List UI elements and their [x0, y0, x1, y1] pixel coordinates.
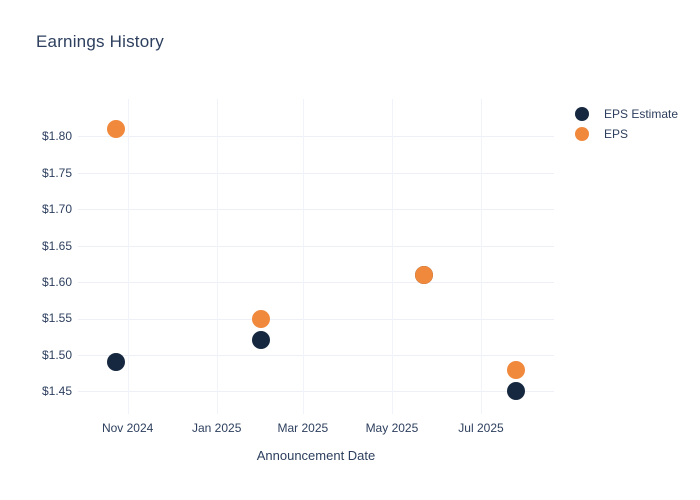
x-tick-label: Mar 2025 [277, 421, 329, 435]
h-gridline [78, 172, 554, 174]
v-gridline [127, 99, 129, 414]
data-point-eps-estimate[interactable] [507, 382, 525, 401]
h-gridline [78, 391, 554, 393]
y-tick-label: $1.75 [41, 165, 72, 180]
data-point-eps-estimate[interactable] [251, 331, 270, 350]
x-tick-label: May 2025 [365, 421, 419, 435]
y-tick-label: $1.60 [41, 275, 72, 290]
legend-item-eps[interactable]: EPS [575, 124, 678, 144]
x-tick-label: Jul 2025 [458, 421, 504, 435]
h-gridline [78, 354, 554, 356]
h-gridline [78, 136, 554, 138]
h-gridline [78, 209, 554, 211]
legend-marker-icon [575, 127, 589, 141]
x-tick-label: Jan 2025 [192, 421, 242, 435]
y-tick-label: $1.70 [41, 202, 72, 217]
x-tick-label: Nov 2024 [101, 421, 154, 435]
x-axis-title: Announcement Date [256, 448, 376, 463]
data-point-eps[interactable] [507, 360, 525, 379]
h-gridline [78, 245, 554, 247]
legend: EPS Estimate EPS [575, 104, 678, 144]
h-gridline [78, 318, 554, 320]
legend-marker-icon [575, 107, 589, 121]
y-tick-label: $1.50 [41, 347, 72, 362]
legend-item-eps-estimate[interactable]: EPS Estimate [575, 104, 678, 124]
chart-title: Earnings History [36, 32, 164, 51]
y-tick-label: $1.65 [41, 238, 72, 253]
data-point-eps[interactable] [251, 309, 270, 328]
y-tick-label: $1.55 [41, 311, 72, 326]
h-gridline [78, 282, 554, 283]
v-gridline [391, 99, 393, 414]
data-point-eps[interactable] [107, 119, 125, 138]
legend-label: EPS [604, 127, 629, 141]
v-gridline [216, 99, 218, 414]
data-point-eps[interactable] [415, 265, 433, 284]
y-tick-label: $1.45 [41, 384, 72, 399]
v-gridline [302, 99, 304, 414]
plot-area [78, 99, 554, 414]
data-point-eps-estimate[interactable] [107, 353, 125, 372]
y-tick-label: $1.80 [41, 129, 72, 144]
legend-label: EPS Estimate [604, 107, 679, 121]
v-gridline [481, 99, 482, 414]
